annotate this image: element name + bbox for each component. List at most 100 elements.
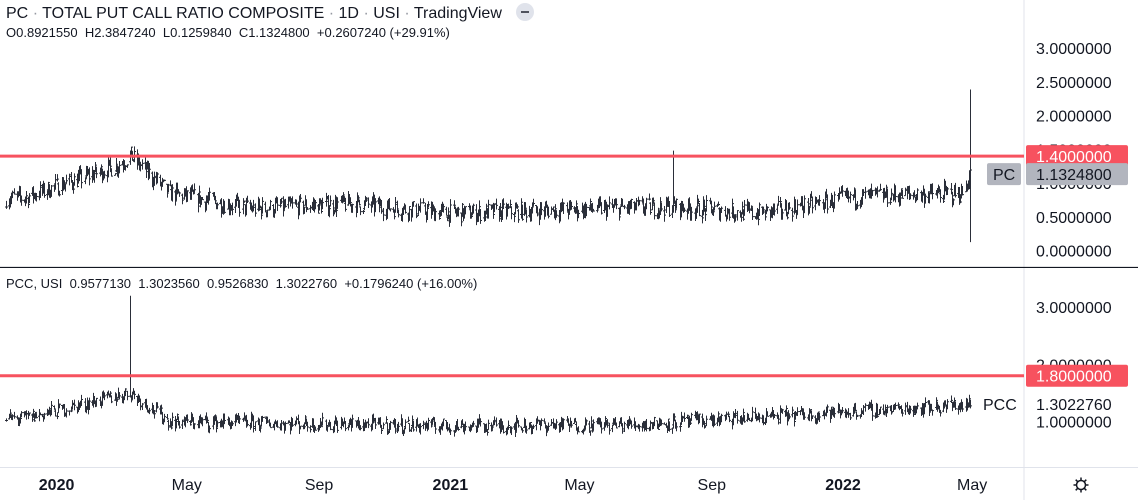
ohlc-bar xyxy=(577,426,580,433)
ohlc-bar xyxy=(189,420,192,426)
ohlc-bar xyxy=(336,197,339,209)
ohlc-bar xyxy=(110,168,113,177)
ohlc-bar xyxy=(585,203,588,217)
ohlc-bar xyxy=(178,191,181,197)
symbol-name[interactable]: PC xyxy=(6,5,29,22)
ohlc-bar xyxy=(358,199,361,206)
ohlc-bar xyxy=(269,422,272,429)
ohlc-bar xyxy=(543,418,546,423)
ohlc-bar xyxy=(849,412,852,420)
source-label: TradingView xyxy=(413,5,502,22)
ohlc-bar xyxy=(115,393,118,406)
ohlc-bar xyxy=(449,199,452,223)
ohlc-bar xyxy=(156,172,159,184)
ohlc-bar xyxy=(457,426,460,431)
ohlc-bar xyxy=(291,196,294,209)
ohlc-bar xyxy=(645,197,648,210)
ohlc-bar xyxy=(252,415,255,433)
ohlc-bar xyxy=(667,418,670,431)
pcc-symbol[interactable]: PCC, USI xyxy=(6,276,63,291)
ohlc-bar xyxy=(589,198,592,211)
x-tick-label: May xyxy=(957,477,987,494)
ohlc-bar xyxy=(638,199,641,206)
ohlc-bar xyxy=(139,161,142,172)
collapse-legend-icon[interactable] xyxy=(516,3,535,21)
ohlc-bar xyxy=(25,190,28,204)
ohlc-bar xyxy=(618,422,621,428)
ohlc-bar xyxy=(153,409,156,419)
ohlc-bar xyxy=(833,407,836,418)
ohlc-bar xyxy=(944,400,947,406)
pc-chart-pane[interactable]: 0.00000000.50000001.00000001.50000002.00… xyxy=(0,0,1138,268)
ohlc-bar xyxy=(663,422,666,426)
ohlc-bar xyxy=(570,421,573,428)
ohlc-bar xyxy=(562,418,565,430)
high-value: 2.3847240 xyxy=(94,25,156,40)
ohlc-bar xyxy=(148,407,151,415)
ohlc-bar xyxy=(787,410,790,422)
ohlc-bar xyxy=(145,398,148,410)
ohlc-bar xyxy=(764,209,767,221)
ohlc-bar xyxy=(242,198,245,215)
ohlc-bar xyxy=(604,416,607,428)
ohlc-bar xyxy=(445,206,448,216)
ohlc-bar xyxy=(231,421,234,426)
ohlc-bar xyxy=(175,419,178,428)
interval-label[interactable]: 1D xyxy=(338,5,359,22)
ohlc-bar xyxy=(254,421,257,431)
ohlc-bar xyxy=(605,201,608,221)
ohlc-bar xyxy=(447,207,450,220)
ohlc-bar xyxy=(619,205,622,215)
ohlc-bar xyxy=(426,204,429,221)
ohlc-bar xyxy=(608,422,611,435)
ohlc-bar xyxy=(810,410,813,422)
pcc-chart-pane[interactable]: 1.00000002.00000003.00000001.8000000PCC1… xyxy=(0,268,1138,468)
ohlc-bar xyxy=(472,420,475,427)
pcc-chart-svg[interactable]: 1.00000002.00000003.00000001.8000000PCC1… xyxy=(0,268,1138,468)
ohlc-bar xyxy=(712,207,715,216)
pcc-open: 0.9577130 xyxy=(69,276,132,291)
ohlc-bar xyxy=(540,202,543,216)
change-value: +0.2607240 (+29.91%) xyxy=(316,25,450,40)
gear-icon[interactable] xyxy=(1073,477,1089,493)
series-tag: PCC xyxy=(983,397,1017,414)
ohlc-bar xyxy=(547,422,550,431)
time-axis[interactable]: 2020 May Sep 2021 May Sep 2022 May xyxy=(0,468,1138,500)
ohlc-bar xyxy=(110,395,113,404)
ohlc-bar xyxy=(668,421,671,432)
ohlc-bar xyxy=(743,414,746,423)
ohlc-bar xyxy=(777,195,780,206)
ohlc-bar xyxy=(485,203,488,215)
ohlc-bar xyxy=(32,408,35,418)
ohlc-bar xyxy=(133,390,136,400)
ohlc-bar xyxy=(126,164,129,168)
ohlc-bar xyxy=(847,408,850,418)
ohlc-bar xyxy=(882,188,885,203)
ohlc-bar xyxy=(486,429,489,436)
ohlc-bar xyxy=(367,197,370,209)
ohlc-bar xyxy=(864,186,867,199)
ohlc-bar xyxy=(871,404,874,421)
ohlc-bar xyxy=(280,197,283,205)
ohlc-bar xyxy=(675,198,678,209)
ohlc-bar xyxy=(562,202,565,215)
ohlc-bar xyxy=(276,420,279,428)
ohlc-bar xyxy=(118,392,121,400)
ohlc-bar xyxy=(314,199,317,210)
ohlc-bar xyxy=(710,201,713,214)
ohlc-bar xyxy=(284,421,287,431)
ohlc-bar xyxy=(734,214,737,222)
ohlc-bar xyxy=(536,206,539,217)
open-value: 0.8921550 xyxy=(16,25,78,40)
ohlc-bar xyxy=(649,420,652,431)
ohlc-bar xyxy=(904,402,907,415)
ohlc-bar xyxy=(404,419,407,430)
pc-chart-svg[interactable]: 0.00000000.50000001.00000001.50000002.00… xyxy=(0,0,1138,268)
ohlc-bar xyxy=(762,415,765,426)
ohlc-bar xyxy=(628,416,631,426)
ohlc-bar xyxy=(295,416,298,425)
ohlc-bar xyxy=(939,409,942,417)
ohlc-bar xyxy=(645,418,648,432)
x-tick-label: Sep xyxy=(305,477,334,494)
ohlc-bar xyxy=(724,206,727,216)
